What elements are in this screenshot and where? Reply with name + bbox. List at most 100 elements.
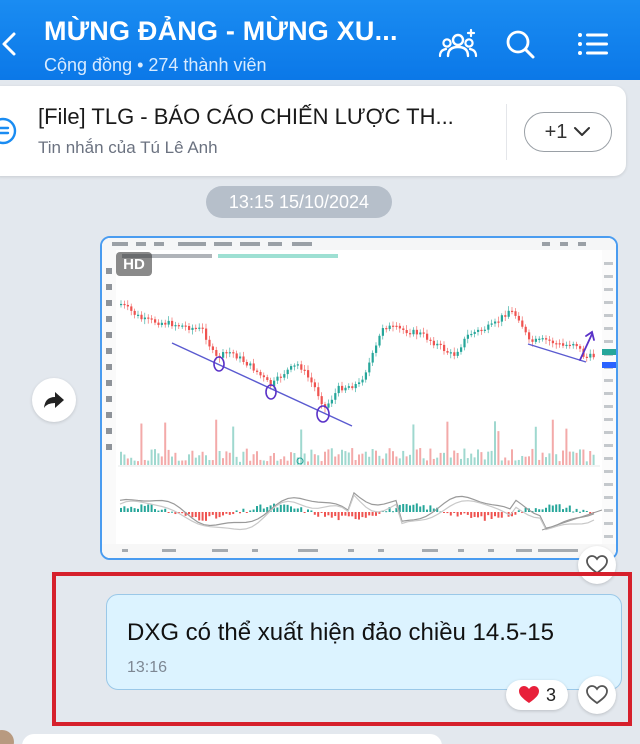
volume-bar bbox=[215, 419, 218, 465]
oscillator-bar bbox=[415, 503, 418, 512]
candle-body bbox=[562, 343, 565, 346]
volume-bar bbox=[137, 461, 139, 465]
volume-bar bbox=[330, 448, 333, 465]
volume-bar bbox=[126, 458, 129, 465]
oscillator-bar bbox=[354, 512, 357, 520]
volume-bar bbox=[201, 451, 204, 465]
volume-bar bbox=[320, 461, 323, 465]
oscillator-bar bbox=[402, 504, 405, 512]
more-pinned-button[interactable]: +1 bbox=[524, 112, 612, 152]
oscillator-bar bbox=[494, 512, 496, 517]
candle-body bbox=[307, 370, 310, 378]
divider bbox=[506, 104, 507, 160]
axis-tick bbox=[604, 470, 613, 473]
oscillator-bar bbox=[191, 512, 194, 518]
candle-body bbox=[269, 380, 272, 387]
volume-bar bbox=[531, 448, 534, 465]
candle-body bbox=[388, 325, 391, 330]
oscillator-bar bbox=[419, 506, 422, 512]
share-button[interactable] bbox=[32, 378, 76, 422]
message-react-button[interactable] bbox=[578, 676, 616, 714]
share-icon bbox=[44, 392, 64, 408]
volume-bar bbox=[422, 458, 425, 465]
candle-body bbox=[334, 393, 337, 400]
candle-body bbox=[279, 376, 282, 378]
oscillator-bar bbox=[483, 512, 486, 521]
volume-bar bbox=[188, 454, 190, 465]
volume-bar bbox=[205, 455, 207, 465]
candle-body bbox=[313, 382, 316, 388]
candle-body bbox=[555, 343, 558, 345]
text-message-bubble[interactable]: DXG có thể xuất hiện đảo chiều 14.5-15 1… bbox=[106, 594, 622, 690]
volume-bar bbox=[211, 460, 214, 465]
next-message-bubble[interactable] bbox=[22, 734, 442, 744]
oscillator-bar bbox=[436, 507, 439, 512]
heart-icon bbox=[586, 555, 608, 575]
volume-bar bbox=[524, 456, 527, 465]
volume-bar bbox=[381, 458, 384, 465]
oscillator-bar bbox=[388, 507, 391, 512]
candle-body bbox=[568, 344, 571, 347]
reaction-count-pill[interactable]: 3 bbox=[506, 680, 568, 710]
menu-icon[interactable] bbox=[572, 26, 612, 62]
candle-body bbox=[327, 403, 330, 408]
volume-bar bbox=[565, 428, 568, 465]
candle-body bbox=[354, 384, 357, 389]
oscillator-bar bbox=[222, 512, 224, 516]
oscillator-bar bbox=[572, 511, 575, 513]
oscillator-bar bbox=[296, 508, 299, 512]
candle-body bbox=[575, 343, 578, 347]
candle-body bbox=[415, 329, 418, 335]
volume-bar bbox=[232, 426, 235, 465]
volume-bar bbox=[218, 450, 221, 465]
oscillator-bar bbox=[568, 505, 571, 512]
candle-body bbox=[524, 326, 527, 333]
pinned-message-card[interactable]: [File] TLG - BÁO CÁO CHIẾN LƯỢC TH... Ti… bbox=[0, 86, 626, 176]
volume-bar bbox=[198, 455, 201, 465]
oscillator-bar bbox=[140, 504, 143, 512]
oscillator-bar bbox=[582, 509, 585, 512]
oscillator-bar bbox=[385, 511, 388, 513]
file-icon bbox=[0, 117, 17, 145]
candle-body bbox=[256, 370, 259, 372]
volume-bar bbox=[269, 455, 272, 465]
candle-body bbox=[167, 320, 170, 325]
back-icon[interactable] bbox=[0, 28, 20, 60]
oscillator-bar bbox=[252, 509, 255, 512]
oscillator-bar bbox=[205, 512, 207, 521]
avatar[interactable] bbox=[0, 730, 14, 744]
candle-body bbox=[177, 325, 180, 327]
oscillator-bar bbox=[201, 512, 204, 521]
group-title[interactable]: MỪNG ĐẢNG - MỪNG XU... bbox=[44, 16, 398, 46]
candle-body bbox=[429, 339, 432, 341]
volume-bar bbox=[517, 459, 520, 465]
volume-bar bbox=[460, 458, 462, 465]
candle-body bbox=[548, 339, 551, 341]
oscillator-bar bbox=[215, 512, 218, 519]
candle-body bbox=[364, 372, 367, 380]
volume-bar bbox=[497, 431, 500, 465]
highlight-box bbox=[52, 572, 632, 726]
volume-bar bbox=[378, 455, 381, 465]
oscillator-bar bbox=[303, 512, 306, 514]
candle-body bbox=[473, 331, 476, 334]
candle-body bbox=[378, 335, 381, 346]
search-icon[interactable] bbox=[500, 26, 540, 62]
candle-body bbox=[497, 321, 500, 323]
shared-image-message[interactable]: HD bbox=[100, 236, 618, 560]
volume-bar bbox=[415, 449, 418, 465]
candle-body bbox=[303, 369, 306, 371]
oscillator-bar bbox=[545, 507, 547, 512]
oscillator-bar bbox=[534, 508, 537, 512]
image-react-button[interactable] bbox=[578, 546, 616, 584]
volume-bar bbox=[334, 456, 337, 465]
candle-body bbox=[375, 345, 378, 353]
oscillator-bar bbox=[375, 512, 377, 516]
oscillator-bar bbox=[276, 507, 279, 512]
candle-body bbox=[517, 315, 520, 321]
volume-bar bbox=[572, 451, 575, 465]
oscillator-bar bbox=[259, 504, 262, 512]
pinned-sender: Tin nhắn của Tú Lê Anh bbox=[38, 138, 218, 157]
group-icon[interactable] bbox=[438, 26, 478, 62]
candle-body bbox=[317, 387, 320, 397]
